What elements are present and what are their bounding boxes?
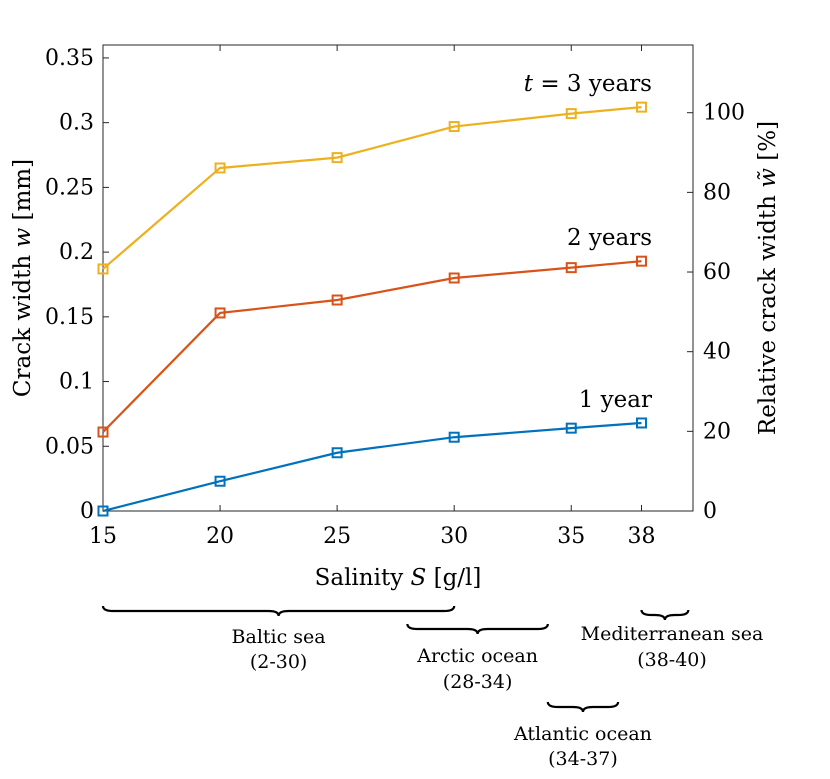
y2-tick-label: 40 [703,340,731,365]
y2-tick-label: 0 [703,499,717,524]
x-tick-label: 35 [557,524,585,549]
region-name-2: Atlantic ocean [513,723,652,745]
data-point [565,108,577,120]
data-point [448,121,460,133]
series-layer [97,101,647,517]
y-axis-left: 0 0.05 0.1 0.15 0.2 0.25 0.3 0.35 [45,46,109,524]
x-tick-label: 38 [627,524,655,549]
region-brace-0 [101,605,456,617]
region-brace-3 [640,609,690,621]
plot-area [102,44,694,512]
data-point [331,447,343,459]
y-tick-label: 0.05 [45,434,94,459]
x-axis: 15 20 25 30 35 38 [89,45,655,549]
y2-tick-label: 100 [703,101,745,126]
series-label-value: = 3 [533,71,589,97]
data-point [214,475,226,487]
region-range-1: (28-34) [443,671,513,693]
series-labels: 1 year 2 years t = 3 years [524,71,652,413]
region-name-0: Baltic sea [232,626,326,648]
data-point [635,255,647,267]
data-point [448,431,460,443]
data-point [214,307,226,319]
region-range-3: (38-40) [637,649,707,671]
data-point [97,263,109,275]
data-point [331,152,343,164]
data-point [635,101,647,113]
data-point [331,294,343,306]
y-tick-label: 0.35 [45,46,94,71]
data-point [635,417,647,429]
series-line-0 [102,421,642,513]
y2-tick-label: 60 [703,260,731,285]
data-point [565,262,577,274]
data-point [97,505,109,517]
data-point [448,272,460,284]
data-point [97,426,109,438]
series-label-unit: years [588,71,652,97]
x-tick-label: 20 [206,524,234,549]
y-axis-right: 0 20 40 60 80 100 [687,101,745,524]
series-label-0: 1 year [579,387,652,413]
x-tick-label: 15 [89,524,117,549]
region-brace-1 [406,623,549,635]
y-tick-label: 0.1 [59,370,94,395]
data-point [214,162,226,174]
y-tick-label: 0.25 [45,175,94,200]
region-annotations: Baltic sea (2-30) Arctic ocean (28-34) Atlan… [101,605,764,770]
data-point [565,422,577,434]
y-tick-label: 0.15 [45,305,94,330]
x-tick-label: 30 [440,524,468,549]
y-axis-label: Crack width w [mm] [10,159,36,397]
x-tick-label: 25 [323,524,351,549]
region-brace-2 [546,701,620,713]
y2-tick-label: 80 [703,180,731,205]
series-label-var: t [524,71,534,97]
region-name-3: Mediterranean sea [581,623,764,645]
y2-tick-label: 20 [703,419,731,444]
series-label-1: 2 years [567,225,652,251]
x-axis-label: Salinity S [g/l] [315,565,482,591]
series-line-1 [102,260,642,433]
y2-axis-label: Relative crack width w̃ [%] [755,121,781,435]
y-tick-label: 0.2 [59,240,94,265]
y-tick-label: 0 [80,499,94,524]
region-range-2: (34-37) [548,748,618,770]
region-name-1: Arctic ocean [416,645,538,667]
series-line-2 [102,106,642,270]
series-label-2: t = 3 years [524,71,652,97]
y-tick-label: 0.3 [59,111,94,136]
region-range-0: (2-30) [250,651,308,673]
